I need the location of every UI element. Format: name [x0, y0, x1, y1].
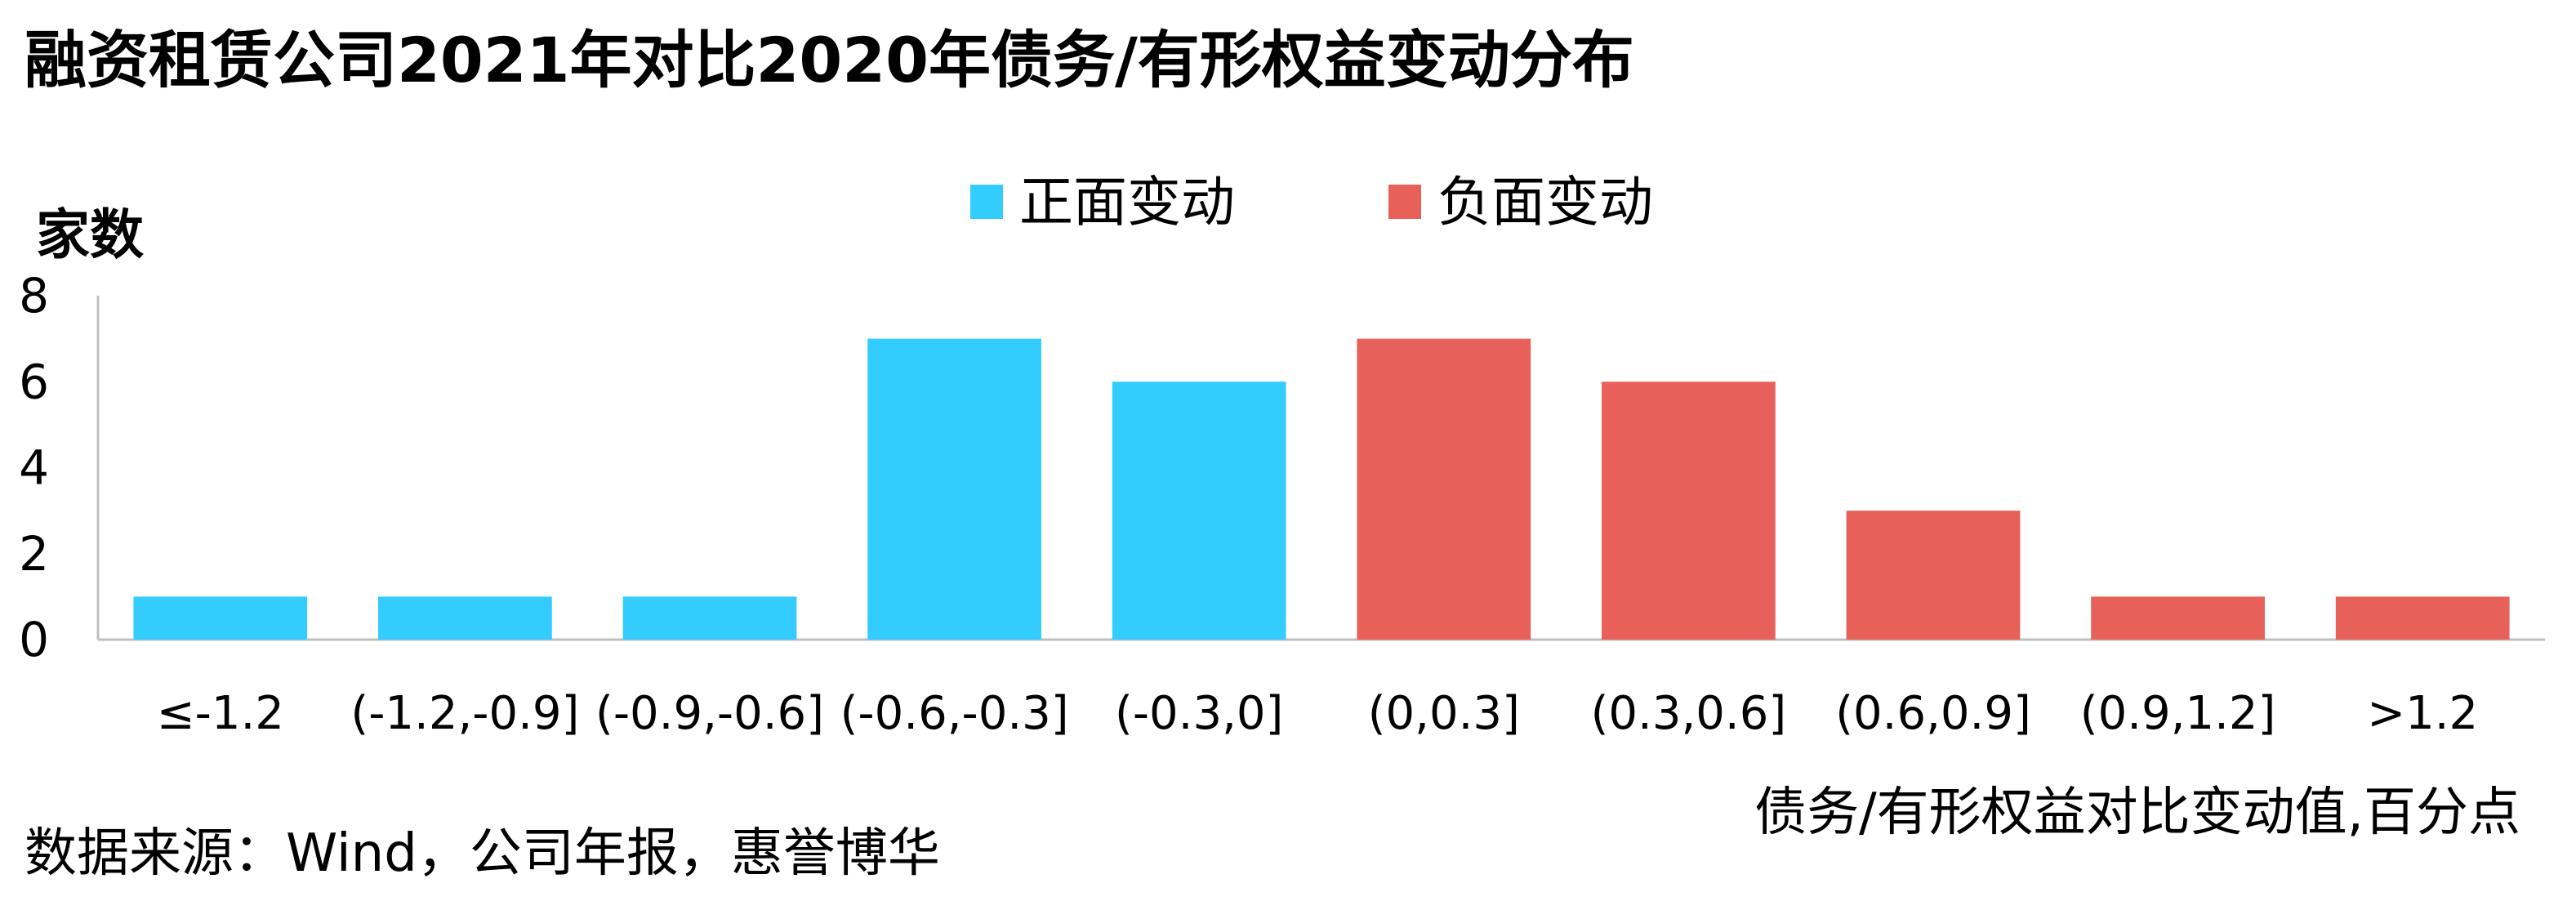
bar-negative-9 — [2335, 596, 2510, 640]
x-axis: ≤-1.2 (-1.2,-0.9] (-0.9,-0.6] (-0.6,-0.3] (-… — [157, 687, 2478, 740]
bar-negative-6 — [1602, 381, 1776, 640]
x-tick-label: (0.3,0.6] — [1591, 687, 1787, 740]
x-tick-label: (0.9,1.2] — [2080, 687, 2276, 740]
legend-label-positive: 正面变动 — [1019, 171, 1235, 234]
x-tick-label: >1.2 — [2367, 687, 2478, 740]
bar-positive-1 — [378, 596, 552, 640]
x-axis-title: 债务/有形权益对比变动值,百分点 — [1754, 783, 2520, 843]
y-axis-title: 家数 — [36, 203, 144, 266]
legend: 正面变动 负面变动 — [970, 171, 1653, 234]
y-tick-label: 0 — [19, 612, 49, 667]
bar-negative-7 — [1846, 511, 2021, 640]
x-tick-label: (-0.3,0] — [1115, 687, 1283, 740]
legend-swatch-positive — [970, 185, 1003, 219]
x-tick-label: (-0.6,-0.3] — [840, 687, 1069, 740]
y-axis: 0 2 4 6 8 — [19, 268, 49, 667]
bar-positive-0 — [133, 596, 308, 640]
x-tick-label: (-0.9,-0.6] — [595, 687, 824, 740]
bar-negative-5 — [1357, 338, 1531, 640]
x-tick-label: (0,0.3] — [1368, 687, 1520, 740]
chart-title: 融资租赁公司2021年对比2020年债务/有形权益变动分布 — [25, 24, 1634, 96]
y-tick-label: 4 — [19, 440, 49, 496]
bar-positive-2 — [622, 596, 797, 640]
x-tick-label: (0.6,0.9] — [1835, 687, 2031, 740]
legend-swatch-negative — [1388, 185, 1421, 219]
bars — [133, 338, 2510, 640]
x-tick-label: (-1.2,-0.9] — [350, 687, 579, 740]
y-tick-label: 6 — [19, 354, 49, 409]
legend-label-negative: 负面变动 — [1437, 171, 1653, 234]
source-note: 数据来源：Wind，公司年报，惠誉博华 — [25, 823, 940, 884]
bar-positive-3 — [867, 338, 1041, 640]
x-tick-label: ≤-1.2 — [157, 687, 284, 740]
bar-positive-4 — [1112, 381, 1286, 640]
bar-negative-8 — [2091, 596, 2265, 640]
y-tick-label: 8 — [19, 268, 49, 323]
y-tick-label: 2 — [19, 526, 49, 582]
